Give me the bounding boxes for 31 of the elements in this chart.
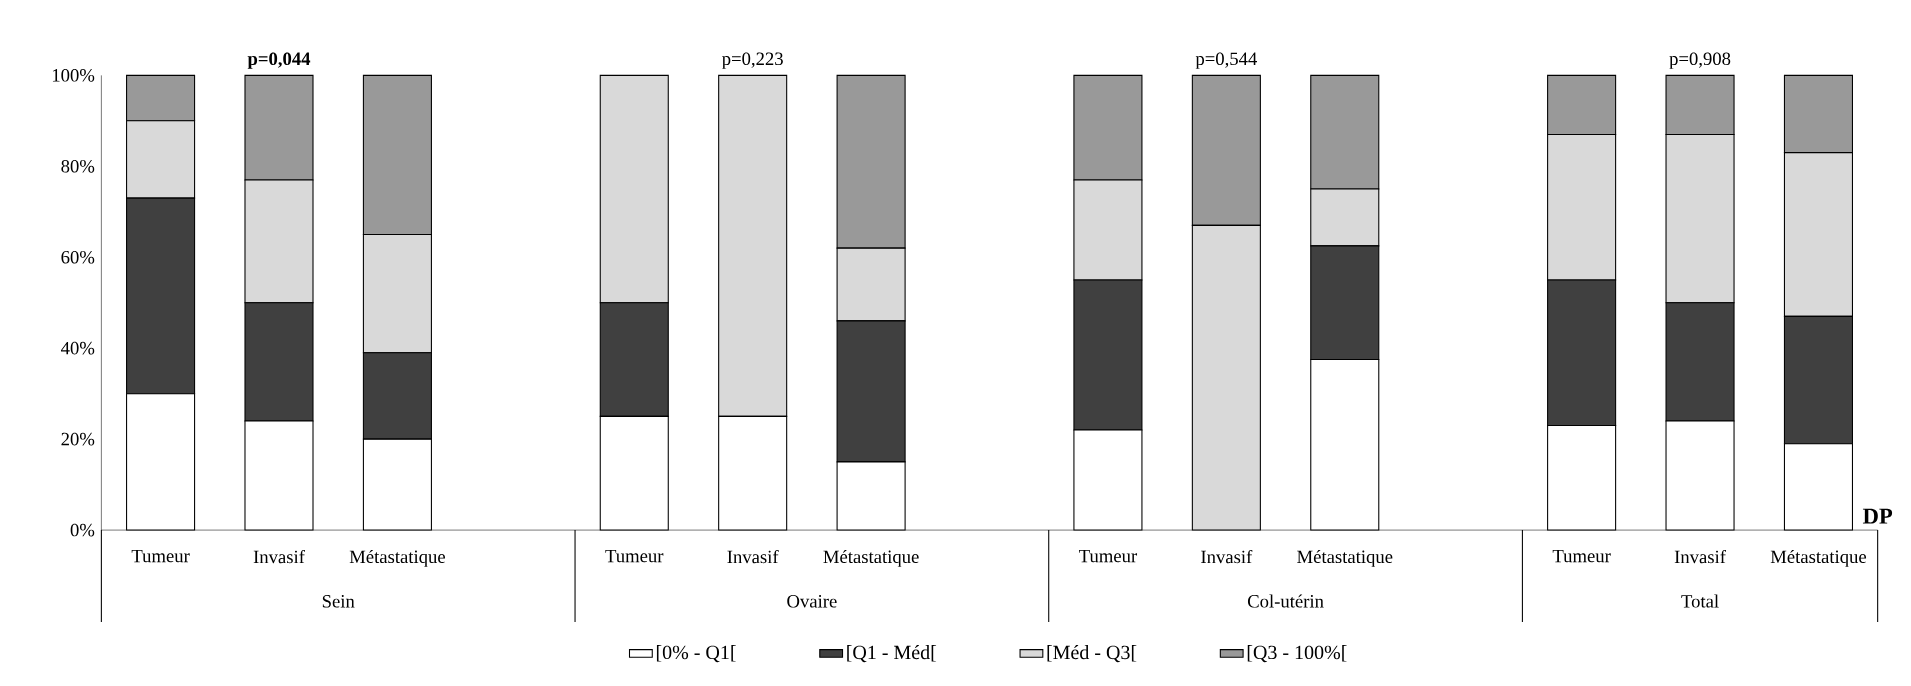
x-tick-label: Tumeur — [605, 549, 664, 563]
x-tick-label: Métastatique — [1770, 549, 1867, 567]
y-tick-label: 60% — [61, 250, 95, 264]
legend-label: [0% - Q1[ — [656, 645, 736, 663]
legend-label: [Méd - Q3[ — [1047, 644, 1137, 663]
text: Ovaire — [787, 595, 837, 608]
x-tick-label: Tumeur — [1552, 549, 1611, 563]
x-tick-label: Tumeur — [1079, 549, 1138, 563]
x-tick-label: Métastatique — [823, 549, 919, 567]
x-tick-label: Invasif — [1201, 549, 1253, 564]
legend-label: [Q3 - 100%[ — [1247, 645, 1347, 663]
text: p=0,544 — [1195, 52, 1258, 69]
annotation: DP — [1862, 508, 1893, 524]
y-tick-label: 40% — [61, 341, 95, 355]
text: p=0,044 — [247, 52, 311, 69]
text: p=0,908 — [1669, 52, 1731, 69]
text: Sein — [322, 595, 355, 608]
text: Col-utérin — [1247, 594, 1324, 608]
x-tick-label: Métastatique — [1297, 549, 1393, 567]
y-tick-label: 20% — [61, 432, 95, 446]
x-tick-label: Invasif — [253, 549, 305, 564]
x-tick-label: Métastatique — [349, 549, 445, 567]
y-tick-label: 100% — [52, 68, 95, 82]
x-tick-label: Tumeur — [131, 549, 190, 563]
y-tick-label: 80% — [61, 159, 95, 173]
x-tick-label: Invasif — [727, 549, 779, 564]
x-tick-label: Invasif — [1674, 549, 1726, 564]
y-tick-label: 0% — [70, 523, 95, 537]
legend-label: [Q1 - Méd[ — [847, 644, 937, 663]
text: p=0,223 — [722, 52, 783, 69]
text: Total — [1681, 594, 1719, 608]
